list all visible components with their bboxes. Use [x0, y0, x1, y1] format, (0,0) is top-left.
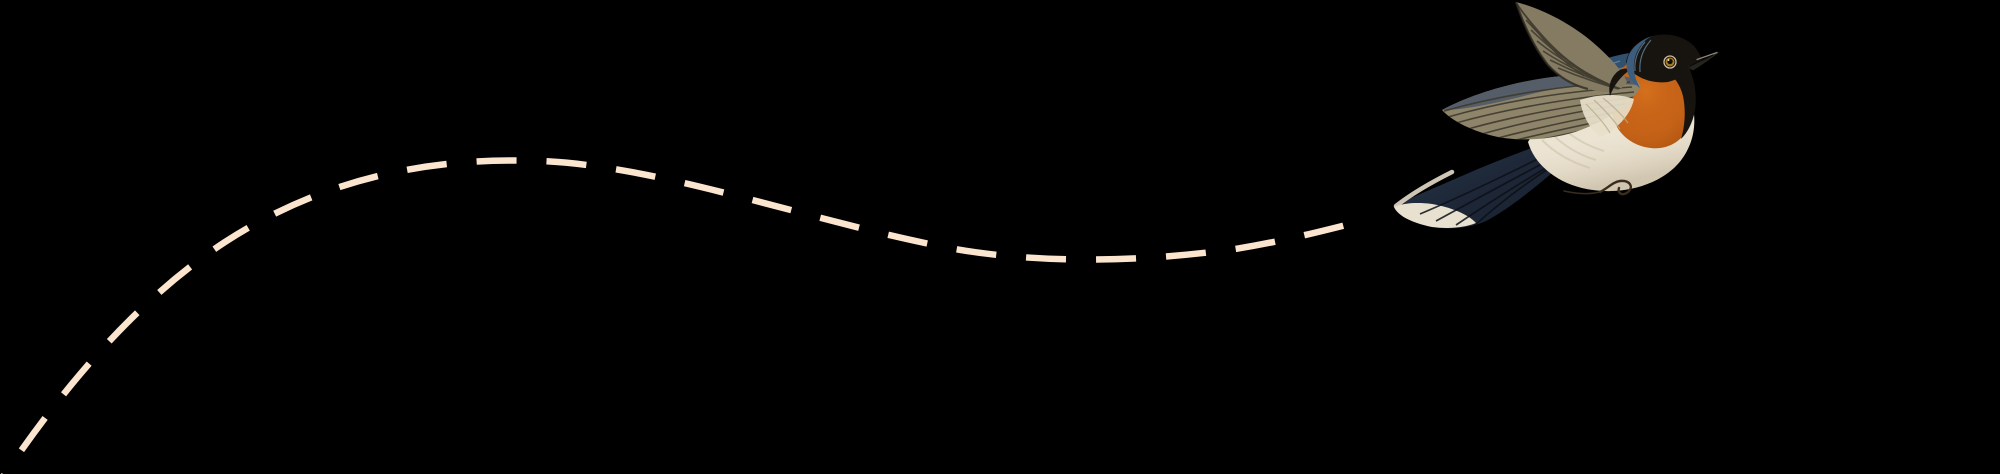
bird-illustration	[1393, 1, 1720, 229]
beak-mouth-line	[1688, 54, 1714, 67]
neck-black-wedge	[1609, 68, 1630, 96]
eye-glint	[1667, 59, 1670, 61]
nape-blue	[1626, 36, 1652, 88]
head	[1609, 34, 1720, 139]
scapular-patch	[1580, 94, 1634, 137]
eye-ring	[1663, 55, 1677, 69]
beak-shape	[1688, 51, 1720, 71]
upper-wing	[1514, 1, 1627, 92]
foot-curl	[1598, 179, 1632, 196]
nape-streaks	[1634, 39, 1652, 73]
upper-wing-trailing-edge	[1514, 1, 1589, 91]
tail-white-tips	[1394, 203, 1476, 228]
feet	[1563, 179, 1632, 196]
beak	[1688, 51, 1720, 71]
upper-wing-feather-stripes	[1516, 3, 1627, 92]
flight-path	[0, 157, 1363, 474]
eye	[1663, 55, 1677, 69]
scapular-lines	[1585, 97, 1629, 134]
throat-black-frame	[1666, 68, 1696, 139]
upper-wing-base	[1516, 2, 1627, 92]
beak-top-highlight	[1696, 51, 1718, 61]
foot-leg-line	[1563, 190, 1603, 195]
scapular-feathers	[1580, 94, 1634, 137]
tail-leading-edge-white	[1393, 169, 1455, 209]
